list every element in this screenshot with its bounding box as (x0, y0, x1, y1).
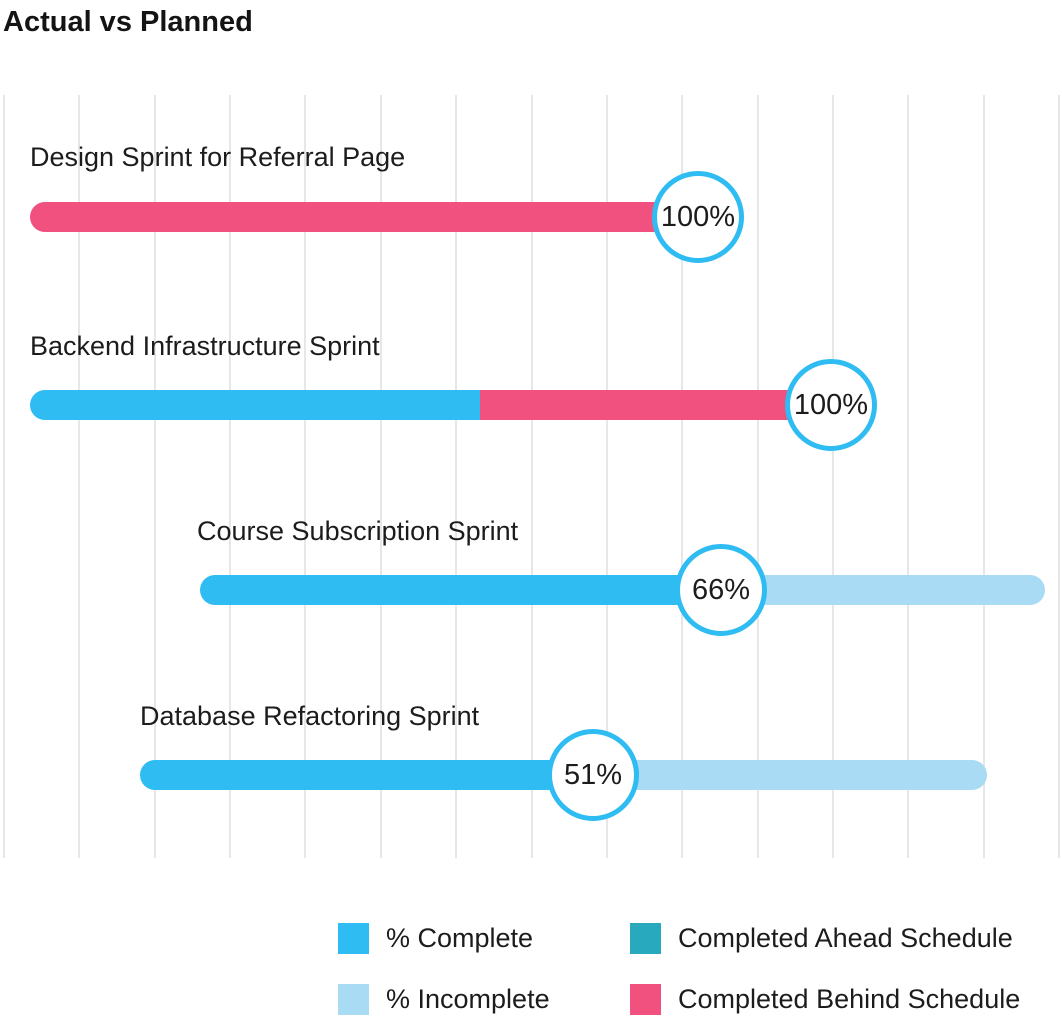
gridline (907, 95, 909, 858)
gridline (455, 95, 457, 858)
legend-label: % Incomplete (386, 984, 550, 1014)
gridline (531, 95, 533, 858)
legend-item-complete[interactable]: % Complete (338, 923, 533, 954)
legend-swatch-ahead (630, 923, 661, 954)
legend-label: % Complete (386, 923, 534, 953)
gridline (304, 95, 306, 858)
row-label: Database Refactoring Sprint (140, 701, 480, 731)
percent-badge[interactable]: 66% (675, 544, 767, 636)
bar-track[interactable] (140, 760, 987, 790)
bar-segment-incomplete[interactable] (593, 760, 987, 790)
gridline (757, 95, 759, 858)
legend-label: Completed Ahead Schedule (678, 923, 1013, 953)
bar-track[interactable] (30, 390, 831, 420)
gridline (606, 95, 608, 858)
gridline (380, 95, 382, 858)
percent-badge[interactable]: 51% (547, 729, 639, 821)
gridline (681, 95, 683, 858)
gridline (154, 95, 156, 858)
bar-segment-complete[interactable] (200, 575, 721, 605)
percent-badge-label: 51% (563, 758, 623, 791)
legend-item-ahead[interactable]: Completed Ahead Schedule (630, 923, 1013, 954)
percent-badge[interactable]: 100% (785, 359, 877, 451)
gridline (983, 95, 985, 858)
bar-track[interactable] (200, 575, 1045, 605)
bar-track[interactable] (30, 202, 698, 232)
legend-swatch-complete (338, 923, 369, 954)
gridline (832, 95, 834, 858)
percent-badge-label: 100% (660, 200, 736, 233)
bar-segment-behind[interactable] (480, 390, 831, 420)
gridline (78, 95, 80, 858)
bar-segment-complete[interactable] (30, 390, 480, 420)
legend-label: Completed Behind Schedule (678, 984, 1021, 1014)
legend-swatch-incomplete (338, 984, 369, 1015)
gridline (3, 95, 5, 858)
gridline (229, 95, 231, 858)
row-label: Backend Infrastructure Sprint (30, 331, 380, 361)
chart-title: Actual vs Planned (3, 6, 253, 38)
legend-item-behind[interactable]: Completed Behind Schedule (630, 984, 1020, 1015)
bar-segment-complete[interactable] (140, 760, 593, 790)
percent-badge-label: 66% (691, 573, 751, 606)
legend-swatch-behind (630, 984, 661, 1015)
percent-badge-label: 100% (793, 388, 869, 421)
bar-segment-behind[interactable] (30, 202, 698, 232)
bar-segment-incomplete[interactable] (721, 575, 1045, 605)
row-label: Course Subscription Sprint (197, 516, 519, 546)
percent-badge[interactable]: 100% (652, 171, 744, 263)
row-label: Design Sprint for Referral Page (30, 142, 406, 172)
gridline (1058, 95, 1060, 858)
legend-item-incomplete[interactable]: % Incomplete (338, 984, 550, 1015)
